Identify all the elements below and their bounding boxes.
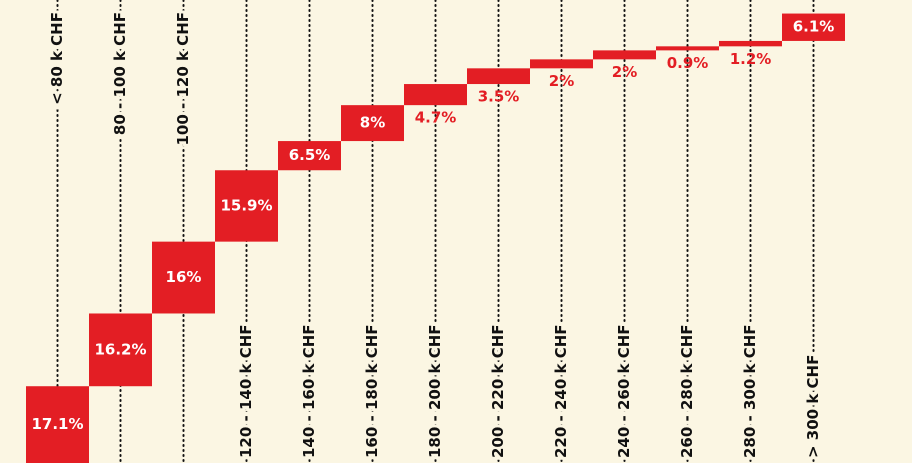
bar (404, 84, 467, 106)
value-label: 2% (549, 72, 574, 90)
value-label: 16.2% (94, 340, 146, 358)
category-label: < 80 k CHF (48, 12, 66, 105)
value-label: 15.9% (220, 196, 272, 214)
bar (152, 241, 215, 314)
bar (530, 59, 593, 69)
category-label: 200 - 220 k CHF (489, 324, 507, 458)
category-label: 180 - 200 k CHF (426, 324, 444, 458)
bar (215, 170, 278, 242)
value-label: 2% (612, 63, 637, 81)
category-label: 260 - 280 k CHF (678, 324, 696, 458)
value-label: 8% (360, 114, 385, 132)
bar (656, 46, 719, 51)
value-label: 6.1% (793, 18, 835, 36)
value-label: 0.9% (667, 54, 709, 72)
bar (341, 105, 404, 142)
bar (278, 141, 341, 171)
bar (593, 50, 656, 60)
category-label: > 300 k CHF (804, 355, 822, 458)
bar (26, 386, 89, 463)
bar (89, 313, 152, 387)
category-label: 280 - 300 k CHF (741, 324, 759, 458)
bars (26, 13, 845, 463)
category-label: 140 - 160 k CHF (300, 324, 318, 458)
category-label: 80 - 100 k CHF (111, 12, 129, 135)
value-label: 6.5% (289, 146, 331, 164)
category-label: 100 - 120 k CHF (174, 12, 192, 146)
bar (467, 68, 530, 85)
value-label: 1.2% (730, 50, 772, 68)
bar (719, 40, 782, 47)
category-label: 120 - 140 k CHF (237, 324, 255, 458)
value-label: 17.1% (31, 415, 83, 433)
category-label: 160 - 180 k CHF (363, 324, 381, 458)
category-label: 220 - 240 k CHF (552, 324, 570, 458)
labels: 17.1% < 80 k CHF 16.2% 80 - 100 k CHF 16% 100… (31, 9, 835, 461)
value-label: 3.5% (478, 88, 520, 106)
value-label: 4.7% (415, 109, 457, 127)
category-label: 240 - 260 k CHF (615, 324, 633, 458)
bar (782, 13, 845, 41)
value-label: 16% (166, 268, 202, 286)
